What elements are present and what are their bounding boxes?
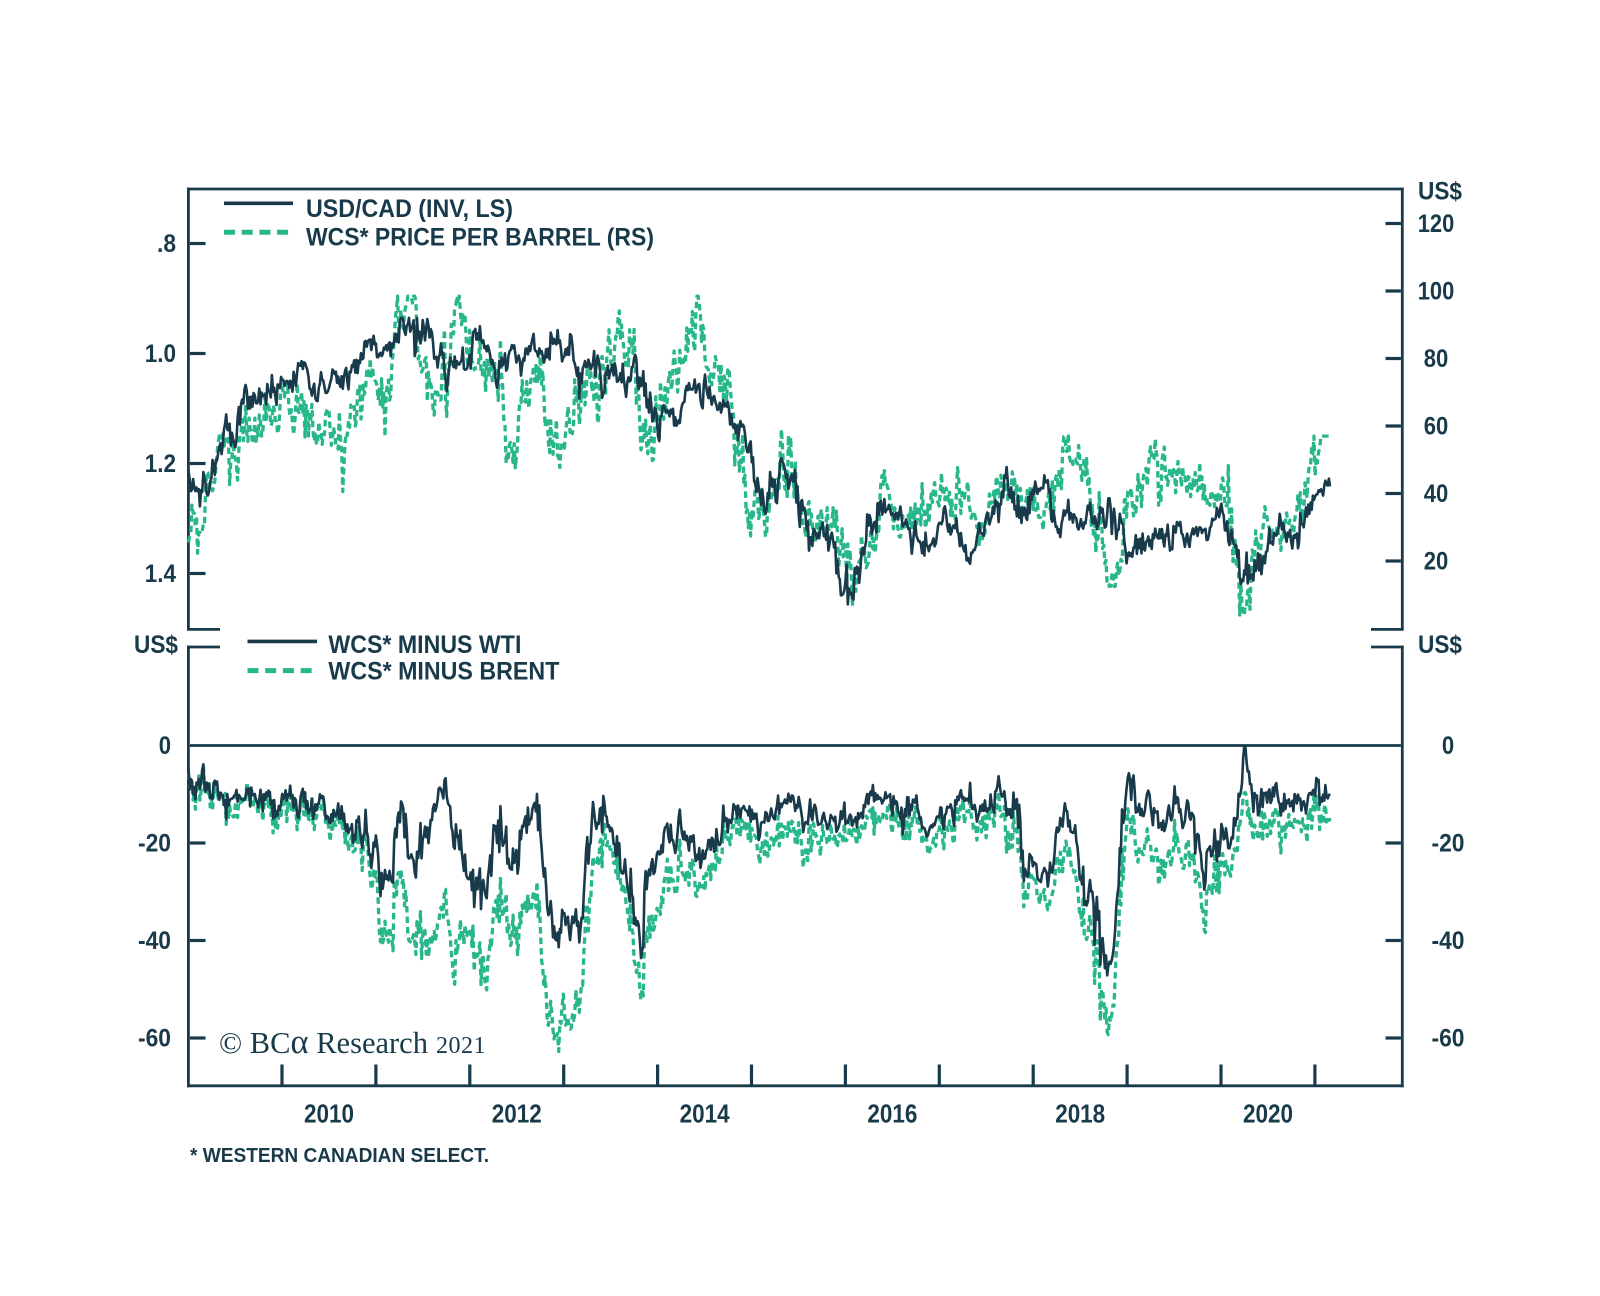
svg-text:2021: 2021 xyxy=(436,1033,486,1059)
svg-text:0: 0 xyxy=(159,732,171,760)
svg-text:WCS* PRICE PER BARREL (RS): WCS* PRICE PER BARREL (RS) xyxy=(306,224,654,252)
svg-text:* WESTERN CANADIAN SELECT.: * WESTERN CANADIAN SELECT. xyxy=(190,1145,489,1167)
svg-text:60: 60 xyxy=(1424,413,1449,441)
svg-text:1.2: 1.2 xyxy=(145,450,176,478)
svg-text:US$: US$ xyxy=(134,631,178,659)
svg-text:WCS* MINUS BRENT: WCS* MINUS BRENT xyxy=(328,657,559,685)
svg-text:.8: .8 xyxy=(157,230,176,258)
svg-text:© BCα Research: © BCα Research xyxy=(219,1023,428,1061)
svg-text:2012: 2012 xyxy=(492,1099,542,1129)
svg-text:-20: -20 xyxy=(138,830,171,858)
svg-text:80: 80 xyxy=(1424,345,1449,373)
svg-text:100: 100 xyxy=(1418,278,1455,306)
svg-text:2010: 2010 xyxy=(304,1099,354,1129)
svg-text:2014: 2014 xyxy=(680,1099,730,1129)
svg-text:-40: -40 xyxy=(138,927,171,955)
svg-text:-40: -40 xyxy=(1432,927,1465,955)
svg-text:-20: -20 xyxy=(1432,830,1465,858)
svg-text:2016: 2016 xyxy=(867,1099,917,1129)
svg-text:US$: US$ xyxy=(1418,178,1462,206)
svg-text:40: 40 xyxy=(1424,480,1449,508)
svg-text:USD/CAD (INV, LS): USD/CAD (INV, LS) xyxy=(306,195,513,223)
svg-text:0: 0 xyxy=(1442,732,1454,760)
svg-text:1.4: 1.4 xyxy=(145,560,176,588)
svg-text:-60: -60 xyxy=(1432,1025,1465,1053)
svg-text:-60: -60 xyxy=(138,1025,171,1053)
svg-text:120: 120 xyxy=(1418,210,1455,238)
svg-text:WCS* MINUS WTI: WCS* MINUS WTI xyxy=(328,631,521,659)
svg-text:US$: US$ xyxy=(1418,631,1462,659)
svg-text:20: 20 xyxy=(1424,548,1449,576)
svg-text:1.0: 1.0 xyxy=(145,340,176,368)
svg-text:2020: 2020 xyxy=(1243,1099,1293,1129)
svg-text:2018: 2018 xyxy=(1055,1099,1105,1129)
